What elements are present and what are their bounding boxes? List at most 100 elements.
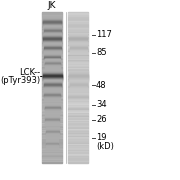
Bar <box>42 126 62 127</box>
Bar <box>68 78 88 79</box>
Bar <box>44 98 60 99</box>
Bar <box>68 161 88 162</box>
Bar <box>44 105 60 106</box>
Bar <box>45 116 59 117</box>
Bar <box>68 39 88 40</box>
Bar <box>42 21 62 22</box>
Bar <box>69 83 87 84</box>
Bar <box>42 29 62 30</box>
Bar <box>68 52 88 53</box>
Bar <box>68 38 88 39</box>
Bar <box>68 24 88 25</box>
Bar <box>42 76 62 77</box>
Bar <box>42 162 62 163</box>
Bar <box>68 112 88 113</box>
Bar <box>42 18 62 19</box>
Bar <box>42 55 62 56</box>
Bar <box>42 60 62 61</box>
Bar <box>68 156 88 157</box>
Bar <box>44 99 60 100</box>
Bar <box>68 157 88 158</box>
Bar <box>45 121 59 122</box>
Bar <box>45 119 59 120</box>
Bar <box>42 48 62 49</box>
Bar <box>44 61 60 62</box>
Bar <box>42 75 62 76</box>
Bar <box>43 39 61 40</box>
Bar <box>68 70 88 71</box>
Bar <box>68 55 88 56</box>
Bar <box>68 153 88 154</box>
Bar <box>42 72 62 73</box>
Bar <box>68 40 88 41</box>
Bar <box>42 121 62 122</box>
Bar <box>42 120 62 121</box>
Bar <box>69 38 87 39</box>
Bar <box>46 139 58 140</box>
Text: LCK--: LCK-- <box>19 68 40 77</box>
Bar <box>42 71 62 72</box>
Bar <box>69 71 87 72</box>
Bar <box>42 68 62 69</box>
Bar <box>45 120 59 121</box>
Bar <box>42 133 62 134</box>
Bar <box>46 140 58 141</box>
Bar <box>68 111 88 112</box>
Bar <box>46 127 58 128</box>
Bar <box>46 136 58 137</box>
Bar <box>42 135 62 136</box>
Bar <box>42 31 62 32</box>
Text: (kD): (kD) <box>96 142 114 151</box>
Bar <box>43 36 61 37</box>
Bar <box>68 132 88 133</box>
Bar <box>44 33 60 34</box>
Bar <box>68 144 88 145</box>
Bar <box>44 94 60 95</box>
Bar <box>46 146 58 147</box>
Bar <box>68 61 88 62</box>
Bar <box>42 77 62 78</box>
Bar <box>43 24 61 25</box>
Bar <box>44 61 60 62</box>
Bar <box>42 132 62 133</box>
Bar <box>42 78 62 79</box>
Bar <box>68 120 88 121</box>
Bar <box>46 144 58 145</box>
Bar <box>69 85 87 86</box>
Bar <box>69 36 87 37</box>
Bar <box>44 63 60 64</box>
Bar <box>44 92 60 93</box>
Bar <box>69 78 87 79</box>
Bar <box>69 39 87 40</box>
Bar <box>44 90 60 91</box>
Bar <box>68 134 88 135</box>
Bar <box>44 60 60 61</box>
Bar <box>42 78 62 79</box>
Bar <box>44 28 60 29</box>
Bar <box>44 51 60 52</box>
Bar <box>68 72 88 73</box>
Bar <box>42 80 62 81</box>
Bar <box>68 154 88 155</box>
Bar <box>68 91 88 92</box>
Bar <box>44 52 60 53</box>
Bar <box>68 146 88 147</box>
Bar <box>44 80 60 81</box>
Bar <box>42 52 62 53</box>
Bar <box>68 53 88 54</box>
Bar <box>69 51 87 52</box>
Bar <box>44 109 60 110</box>
Bar <box>42 143 62 144</box>
Bar <box>68 28 88 29</box>
Bar <box>69 45 87 46</box>
Bar <box>68 34 88 35</box>
Bar <box>68 110 88 111</box>
Bar <box>42 137 62 138</box>
Bar <box>69 47 87 48</box>
Bar <box>43 40 61 41</box>
Bar <box>44 90 60 91</box>
Bar <box>68 106 88 107</box>
Bar <box>68 59 88 60</box>
Bar <box>44 28 60 29</box>
Bar <box>42 98 62 99</box>
